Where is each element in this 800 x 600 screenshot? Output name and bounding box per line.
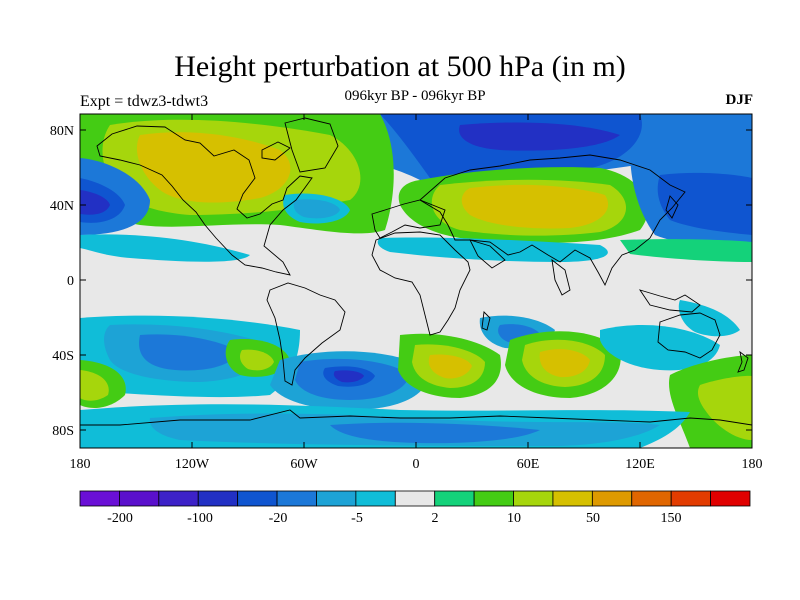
season-label: DJF <box>725 92 754 108</box>
colorbar-box <box>552 490 593 507</box>
colorbar-box <box>473 490 514 507</box>
colorbar-label: 2 <box>432 511 439 526</box>
lon-label: 120W <box>175 457 210 472</box>
colorbar-box <box>591 490 633 507</box>
colorbar-box <box>513 490 554 507</box>
colorbar-box <box>119 490 160 507</box>
colorbar-box <box>394 490 436 507</box>
colorbar-box <box>237 490 278 507</box>
experiment-label: Expt = tdwz3-tdwt3 <box>80 93 209 110</box>
lon-label: 180 <box>742 457 763 472</box>
lon-label: 60E <box>517 457 540 472</box>
colorbar-box <box>197 490 239 507</box>
colorbar-label: -100 <box>187 511 213 526</box>
colorbar <box>79 490 751 507</box>
contour-field <box>80 114 752 448</box>
colorbar-box <box>355 490 396 507</box>
lat-label: 40S <box>52 349 74 364</box>
colorbar-box <box>710 490 751 507</box>
lat-label: 40N <box>50 199 74 214</box>
lat-label: 80N <box>50 124 74 139</box>
colorbar-box <box>670 490 711 507</box>
colorbar-box <box>79 490 120 507</box>
lon-label: 60W <box>290 457 318 472</box>
colorbar-box <box>434 490 475 507</box>
lon-label: 120E <box>625 457 655 472</box>
lon-label: 180 <box>70 457 91 472</box>
lat-label: 80S <box>52 424 74 439</box>
period-label: 096kyr BP - 096kyr BP <box>344 88 486 104</box>
colorbar-label: -20 <box>269 511 288 526</box>
lon-label: 0 <box>413 457 420 472</box>
colorbar-box <box>631 490 672 507</box>
colorbar-label: 50 <box>586 511 600 526</box>
colorbar-label: -200 <box>107 511 133 526</box>
colorbar-label: -5 <box>351 511 363 526</box>
colorbar-box <box>276 490 317 507</box>
colorbar-label: 10 <box>507 511 521 526</box>
colorbar-label: 150 <box>661 511 682 526</box>
colorbar-labels: -200 -100 -20 -5 2 10 50 150 <box>107 511 681 526</box>
coastlines <box>80 117 752 426</box>
colorbar-box <box>316 490 357 507</box>
colorbar-box <box>158 490 199 507</box>
lat-label: 0 <box>67 274 74 289</box>
map-title: Height perturbation at 500 hPa (in m) <box>174 50 626 83</box>
